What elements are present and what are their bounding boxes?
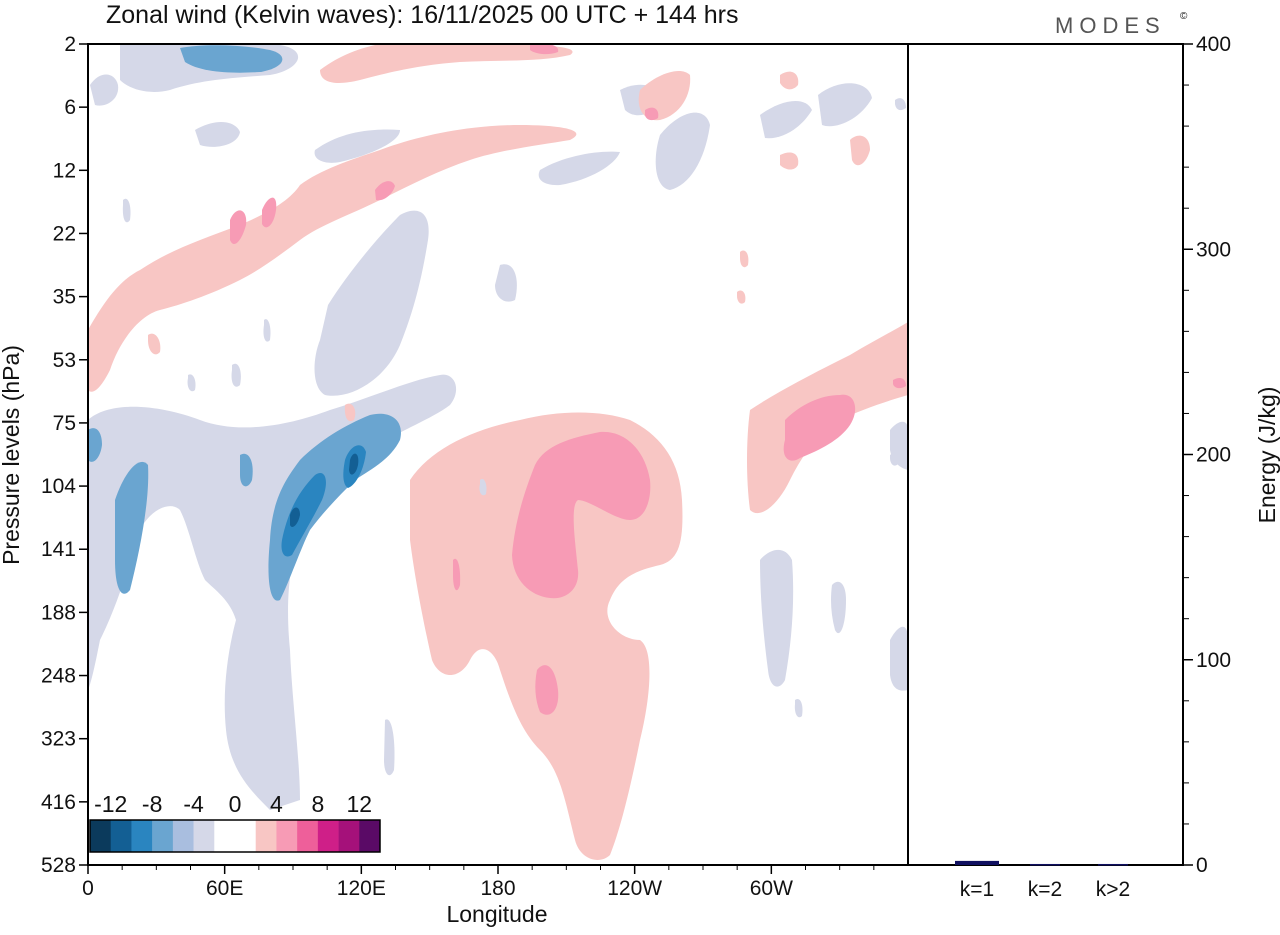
colorbar-label: -4 [183,791,204,817]
y-tick-label: 22 [53,222,76,245]
colorbar-swatch [359,820,381,852]
energy-panel-frame [907,43,1184,866]
energy-category-label: k=2 [1028,878,1062,901]
negative-band-8 [88,45,401,601]
negative-band-core [290,453,359,527]
energy-bar [1030,863,1060,866]
colorbar-swatch [172,820,194,852]
energy-tick-label: 0 [1196,854,1208,877]
colorbar-label: 12 [346,791,372,817]
energy-axis: 0 100 200 300 400 [1183,33,1231,877]
colorbar-label: -12 [94,791,127,817]
colorbar-swatch [110,820,132,852]
energy-tick-label: 400 [1196,33,1231,56]
colorbar-swatch [131,820,153,852]
energy-tick-label: 100 [1196,649,1231,672]
y-tick-label: 53 [53,349,76,372]
colorbar-label: 0 [229,791,242,817]
energy-bars: k=1 k=2 k>2 [955,860,1130,901]
x-tick-label: 120E [337,877,386,900]
y-axis-label: Pressure levels (hPa) [0,345,24,565]
negative-specks [122,98,906,718]
x-tick-label: 0 [82,877,94,900]
x-axis-label: Longitude [446,901,547,927]
y-tick-label: 188 [41,601,76,624]
colorbar-swatch [297,820,319,852]
y-tick-label: 6 [64,96,76,119]
y-tick-label: 12 [53,159,76,182]
heatmap-field [88,44,908,865]
colorbar-swatch [338,820,360,852]
energy-tick-label: 200 [1196,444,1231,467]
y-tick-label: 2 [64,33,76,56]
energy-tick-label: 300 [1196,238,1231,261]
y-tick-label: 416 [41,791,76,814]
y-axis: 2 6 12 22 35 53 75 104 141 188 248 323 416 528 [41,33,88,877]
colorbar-label: -8 [142,791,162,817]
brand-logo: MODES [1055,13,1166,38]
y-tick-label: 323 [41,728,76,751]
colorbar-swatch [235,820,257,852]
energy-bar [955,860,999,865]
colorbar-label: 8 [311,791,324,817]
x-tick-label: 180 [480,877,515,900]
energy-bar [1098,863,1128,866]
colorbar-swatch [193,820,215,852]
energy-category-label: k>2 [1096,878,1130,901]
energy-category-label: k=1 [960,878,994,901]
colorbar-swatch [90,820,112,852]
y-tick-label: 35 [53,286,76,309]
colorbar-swatch [317,820,339,852]
y-tick-label: 141 [41,538,76,561]
energy-axis-label: Energy (J/kg) [1254,387,1280,524]
x-axis: 0 60E 120E 180 120W 60W [82,865,875,900]
x-tick-label: 120W [607,877,662,900]
colorbar-swatch [214,820,236,852]
colorbar: -12 -8 -4 0 4 8 12 [89,791,381,853]
colorbar-swatch [276,820,298,852]
colorbar-frame [89,819,381,853]
positive-band-8 [230,44,906,715]
colorbar-swatch [255,820,277,852]
y-tick-label: 104 [41,475,76,498]
y-tick-label: 75 [53,412,76,435]
brand-mark: © [1180,11,1188,22]
colorbar-swatch [152,820,174,852]
y-tick-label: 248 [41,665,76,688]
x-tick-label: 60E [206,877,243,900]
chart-title: Zonal wind (Kelvin waves): 16/11/2025 00… [106,1,739,29]
colorbar-label: 4 [270,791,283,817]
x-tick-label: 60W [750,877,793,900]
y-tick-label: 528 [41,854,76,877]
